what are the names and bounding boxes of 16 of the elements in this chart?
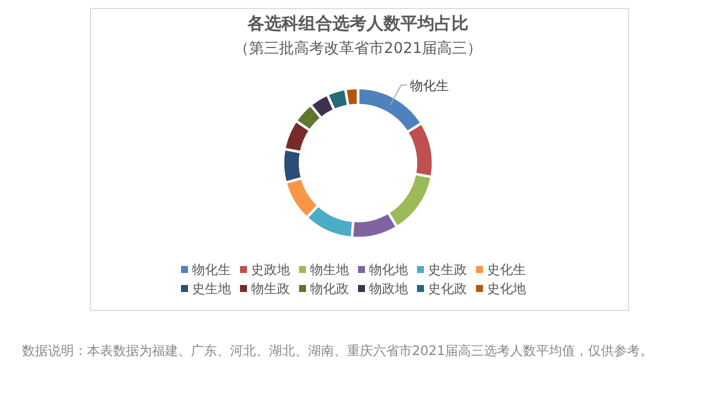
legend-label: 史生地 xyxy=(192,282,231,297)
chart-subtitle: （第三批高考改革省市2021届高三） xyxy=(234,39,482,57)
legend-label: 史生政 xyxy=(428,263,467,278)
legend-label: 物生地 xyxy=(310,263,349,278)
legend-label: 史化生 xyxy=(487,263,526,278)
legend-label: 史化地 xyxy=(487,282,526,297)
chart-title: 各选科组合选考人数平均占比 xyxy=(246,14,468,34)
legend-label: 物生政 xyxy=(251,282,290,297)
legend-label: 物化生 xyxy=(192,263,231,278)
slice-label: 物化生 xyxy=(410,79,450,94)
legend-label: 物化地 xyxy=(369,263,408,278)
legend-label: 史政地 xyxy=(251,263,290,278)
legend-label: 史化政 xyxy=(428,282,467,297)
legend-label: 物化政 xyxy=(310,282,349,297)
legend-label: 物政地 xyxy=(369,282,408,297)
text: 数据说明：本表数据为福建、广东、河北、湖北、湖南、重庆六省市2021届高三选考人数平均值，仅供参考。 xyxy=(22,343,654,361)
